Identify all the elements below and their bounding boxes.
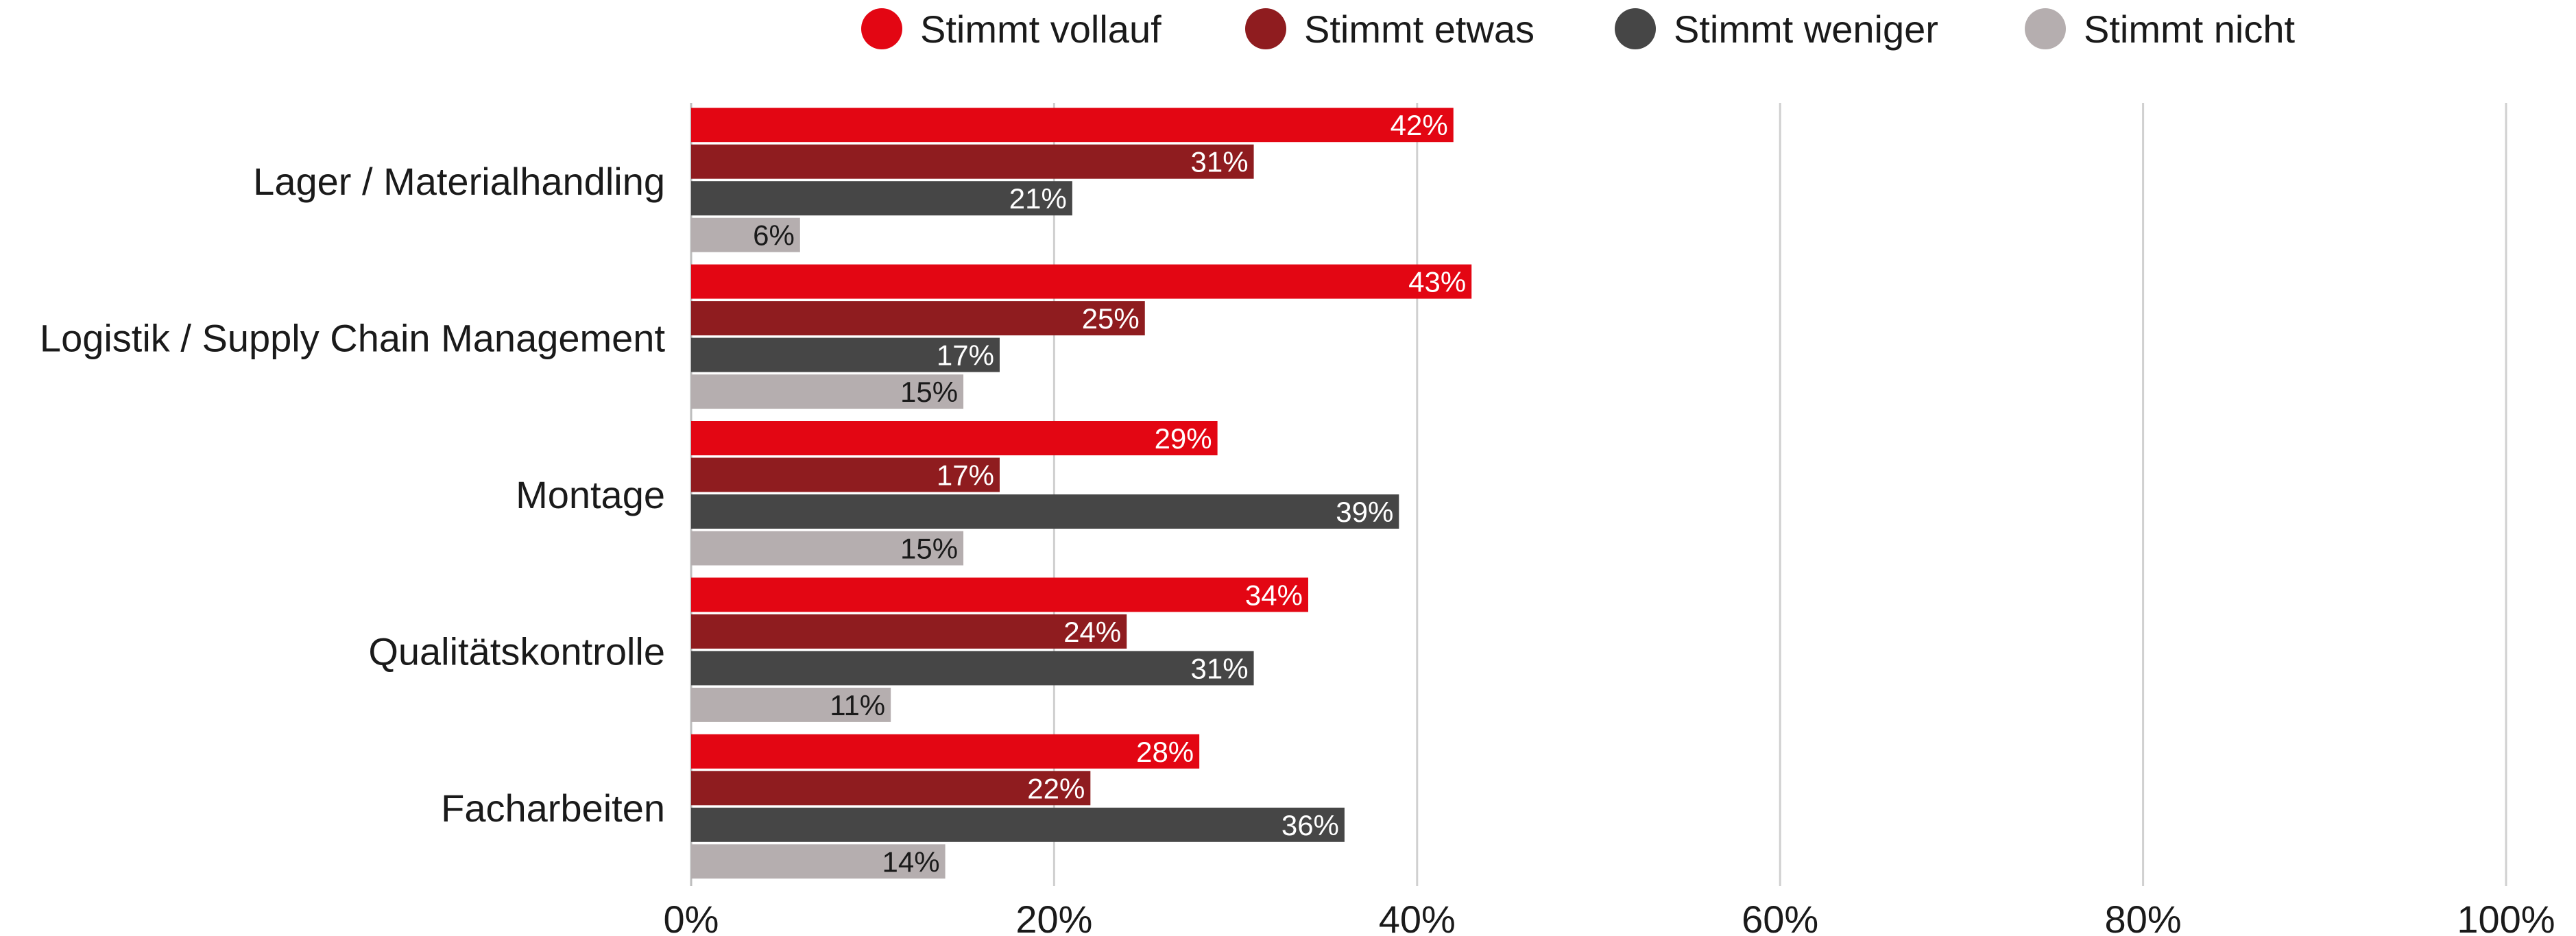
category-label-logistik-supply-chain-management: Logistik / Supply Chain Management [40,317,666,360]
bar-montage-stimmt-vollauf [691,421,1218,455]
bar-facharbeiten-stimmt-nicht [691,844,946,879]
bar-value-label: 22% [1027,772,1085,804]
bar-value-label: 14% [882,845,940,878]
bar-lager-materialhandling-stimmt-etwas [691,144,1254,179]
bars: 42% 31% 21% 6% 43% 25% 17% 15% 29% 17% 39% 15% 34% 24… [691,108,1472,879]
legend-swatch [2025,8,2066,49]
bar-qualitaetskontrolle-stimmt-weniger [691,651,1254,686]
bar-value-label: 17% [937,459,994,492]
category-label-qualitaetskontrolle: Qualitätskontrolle [368,629,665,673]
bar-value-label: 17% [937,339,994,372]
x-tick-label: 40% [1379,898,1456,936]
bar-logistik-supply-chain-management-stimmt-nicht [691,374,964,409]
bar-value-label: 36% [1281,809,1339,841]
legend-swatch [1245,8,1286,49]
legend-swatch [861,8,902,49]
bar-facharbeiten-stimmt-etwas [691,771,1091,806]
bar-qualitaetskontrolle-stimmt-vollauf [691,577,1308,612]
legend-swatch [1615,8,1656,49]
legend-label: Stimmt vollauf [920,8,1161,51]
legend-item-stimmt-weniger: Stimmt weniger [1615,8,1938,51]
bar-value-label: 6% [753,219,795,252]
bar-logistik-supply-chain-management-stimmt-etwas [691,301,1145,336]
bar-value-label: 28% [1136,736,1194,768]
bar-lager-materialhandling-stimmt-vollauf [691,108,1454,143]
bar-montage-stimmt-etwas [691,457,1000,492]
legend-label: Stimmt etwas [1304,8,1534,51]
bar-value-label: 29% [1155,422,1212,455]
bar-value-label: 43% [1408,266,1466,298]
bar-facharbeiten-stimmt-weniger [691,807,1345,842]
bar-montage-stimmt-nicht [691,531,964,566]
x-tick-label: 0% [664,898,719,936]
legend-label: Stimmt weniger [1674,8,1938,51]
bar-value-label: 31% [1191,146,1249,178]
bar-value-label: 11% [830,689,885,721]
legend-item-stimmt-etwas: Stimmt etwas [1245,8,1534,51]
legend-item-stimmt-nicht: Stimmt nicht [2025,8,2295,51]
bar-value-label: 24% [1063,616,1121,648]
bar-value-label: 34% [1245,579,1303,611]
bar-qualitaetskontrolle-stimmt-etwas [691,614,1127,649]
bar-value-label: 39% [1336,496,1393,528]
category-labels: Lager / Materialhandling Logistik / Suppl… [40,160,666,830]
x-tick-label: 20% [1015,898,1092,936]
legend: Stimmt vollauf Stimmt etwas Stimmt weniger… [861,8,2295,51]
legend-label: Stimmt nicht [2084,8,2295,51]
bar-value-label: 15% [900,533,958,565]
bar-logistik-supply-chain-management-stimmt-weniger [691,337,1000,372]
x-tick-label: 80% [2105,898,2182,936]
bar-value-label: 42% [1391,109,1448,141]
bar-montage-stimmt-weniger [691,494,1399,529]
bar-qualitaetskontrolle-stimmt-nicht [691,687,891,722]
category-label-montage: Montage [516,473,665,516]
x-axis-tick-labels: 0% 20% 40% 60% 80% 100% [664,898,2555,936]
legend-item-stimmt-vollauf: Stimmt vollauf [861,8,1161,51]
x-tick-label: 60% [1742,898,1818,936]
category-label-facharbeiten: Facharbeiten [441,787,665,830]
bar-facharbeiten-stimmt-vollauf [691,734,1200,769]
bar-logistik-supply-chain-management-stimmt-vollauf [691,264,1472,299]
bar-value-label: 31% [1191,652,1249,684]
bar-value-label: 21% [1009,182,1067,215]
x-tick-label: 100% [2457,898,2555,936]
bar-value-label: 25% [1082,302,1140,335]
bar-lager-materialhandling-stimmt-weniger [691,181,1072,216]
category-label-lager-materialhandling: Lager / Materialhandling [253,160,665,203]
bar-value-label: 15% [900,376,958,408]
bar-lager-materialhandling-stimmt-nicht [691,217,800,252]
